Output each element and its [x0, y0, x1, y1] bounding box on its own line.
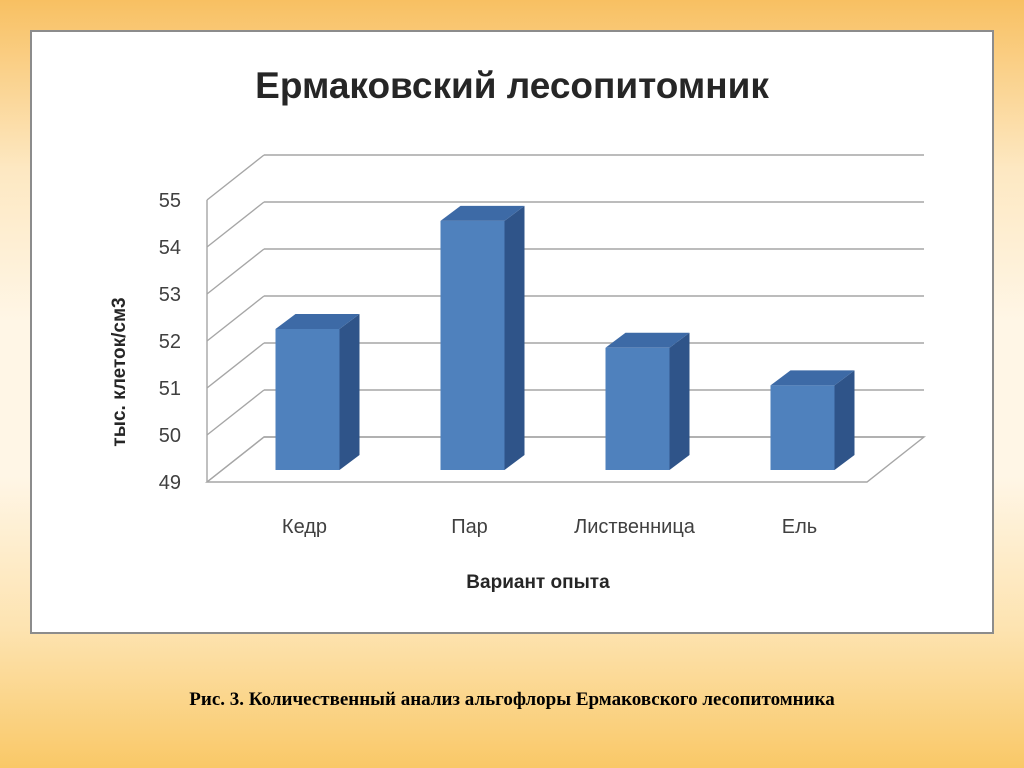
bar-front	[605, 347, 670, 470]
bar-top	[275, 314, 360, 329]
gridline-diagonal	[206, 389, 265, 436]
chart-floor	[204, 436, 927, 483]
bar-side	[504, 205, 525, 470]
y-tick-label: 55	[159, 190, 181, 212]
bar-top	[605, 332, 690, 348]
y-tick-label: 51	[159, 378, 181, 400]
x-axis-label: Вариант опыта	[466, 572, 610, 593]
bar-side	[339, 314, 360, 470]
y-axis-label: тыс. клеток/см3	[109, 297, 130, 446]
x-axis-ticks: Кедр Пар Лиственница Ель	[282, 516, 817, 538]
bar-chart: 49 50 51 52 53 54 55 Кедр Пар Лиственница Ель Ерм…	[109, 65, 927, 593]
bar-front	[440, 220, 505, 470]
y-tick-label: 53	[159, 284, 181, 306]
x-tick-label: Кедр	[282, 516, 327, 538]
y-tick-label: 52	[159, 331, 181, 353]
y-tick-label: 54	[159, 237, 181, 259]
bar-front	[770, 385, 835, 470]
x-tick-label: Пар	[451, 516, 488, 538]
bar	[440, 205, 525, 470]
bar-top	[440, 205, 525, 221]
chart-frame: 49 50 51 52 53 54 55 Кедр Пар Лиственница Ель Ерм…	[30, 30, 994, 634]
bars	[275, 205, 855, 470]
chart-title: Ермаковский лесопитомник	[255, 65, 769, 106]
y-tick-label: 50	[159, 425, 181, 447]
bar-top	[770, 370, 855, 386]
gridline-diagonal	[206, 342, 265, 389]
x-tick-label: Ель	[782, 516, 817, 538]
y-tick-label: 49	[159, 472, 181, 494]
gridlines	[204, 154, 927, 483]
figure-caption: Рис. 3. Количественный анализ альгофлоры…	[189, 689, 835, 710]
gridline-diagonal	[206, 154, 265, 201]
gridline-diagonal	[206, 201, 265, 248]
bar-front	[275, 329, 340, 470]
gridline-diagonal	[206, 295, 265, 342]
x-tick-label: Лиственница	[574, 516, 696, 538]
bar-side	[834, 370, 855, 470]
bar	[770, 370, 855, 470]
y-axis-ticks: 49 50 51 52 53 54 55	[159, 190, 181, 494]
bar	[275, 314, 360, 470]
gridline-diagonal	[206, 248, 265, 295]
bar	[605, 332, 690, 470]
bar-side	[669, 332, 690, 470]
